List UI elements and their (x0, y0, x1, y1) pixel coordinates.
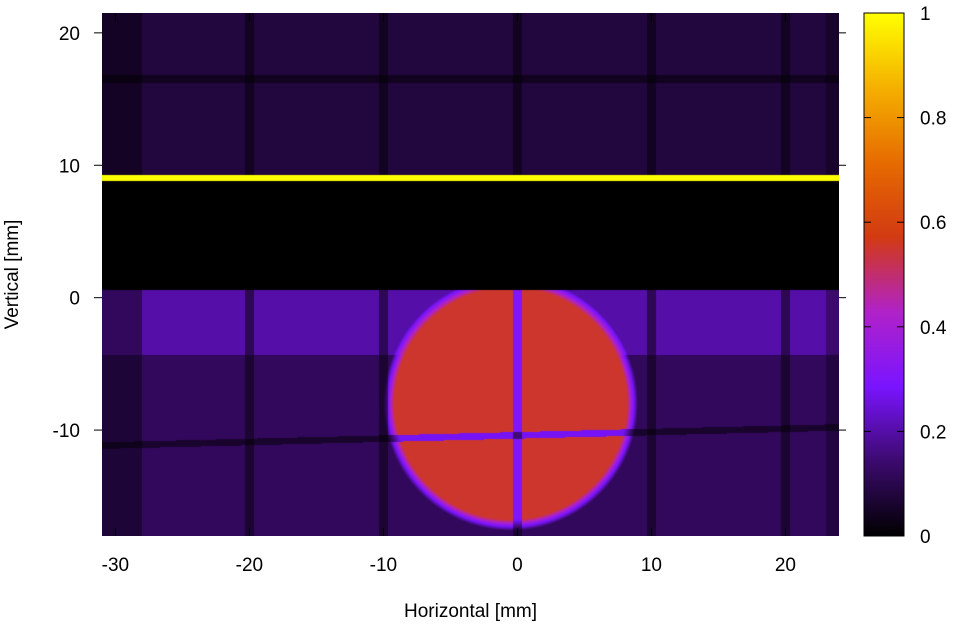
x-tick-label: 10 (641, 555, 662, 576)
y-tick-label: 0 (69, 289, 80, 310)
colorbar-tick-label: 0.8 (920, 109, 946, 130)
colorbar-tick-label: 0.6 (920, 213, 946, 234)
y-tick-label: 20 (59, 24, 80, 45)
x-tick-label: -10 (370, 555, 397, 576)
x-tick-label: -30 (102, 555, 129, 576)
x-tick-label: -20 (236, 555, 263, 576)
colorbar: 0 0.2 0.4 0.6 0.8 1 (863, 4, 947, 548)
y-axis-label: Vertical [mm] (2, 220, 23, 330)
heatmap-plot-area (102, 13, 839, 536)
x-axis-label: Horizontal [mm] (404, 601, 537, 622)
colorbar-tick-label: 1 (920, 4, 931, 25)
x-tick-label: 0 (512, 555, 523, 576)
y-tick-label: 10 (59, 156, 80, 177)
colorbar-tick-label: 0 (920, 527, 931, 548)
x-tick-label: 20 (775, 555, 796, 576)
y-tick-label: -10 (53, 421, 80, 442)
heatmap-image (102, 13, 839, 536)
colorbar-tick-label: 0.2 (920, 422, 946, 443)
colorbar-gradient (863, 12, 905, 537)
colorbar-tick-label: 0.4 (920, 318, 947, 339)
